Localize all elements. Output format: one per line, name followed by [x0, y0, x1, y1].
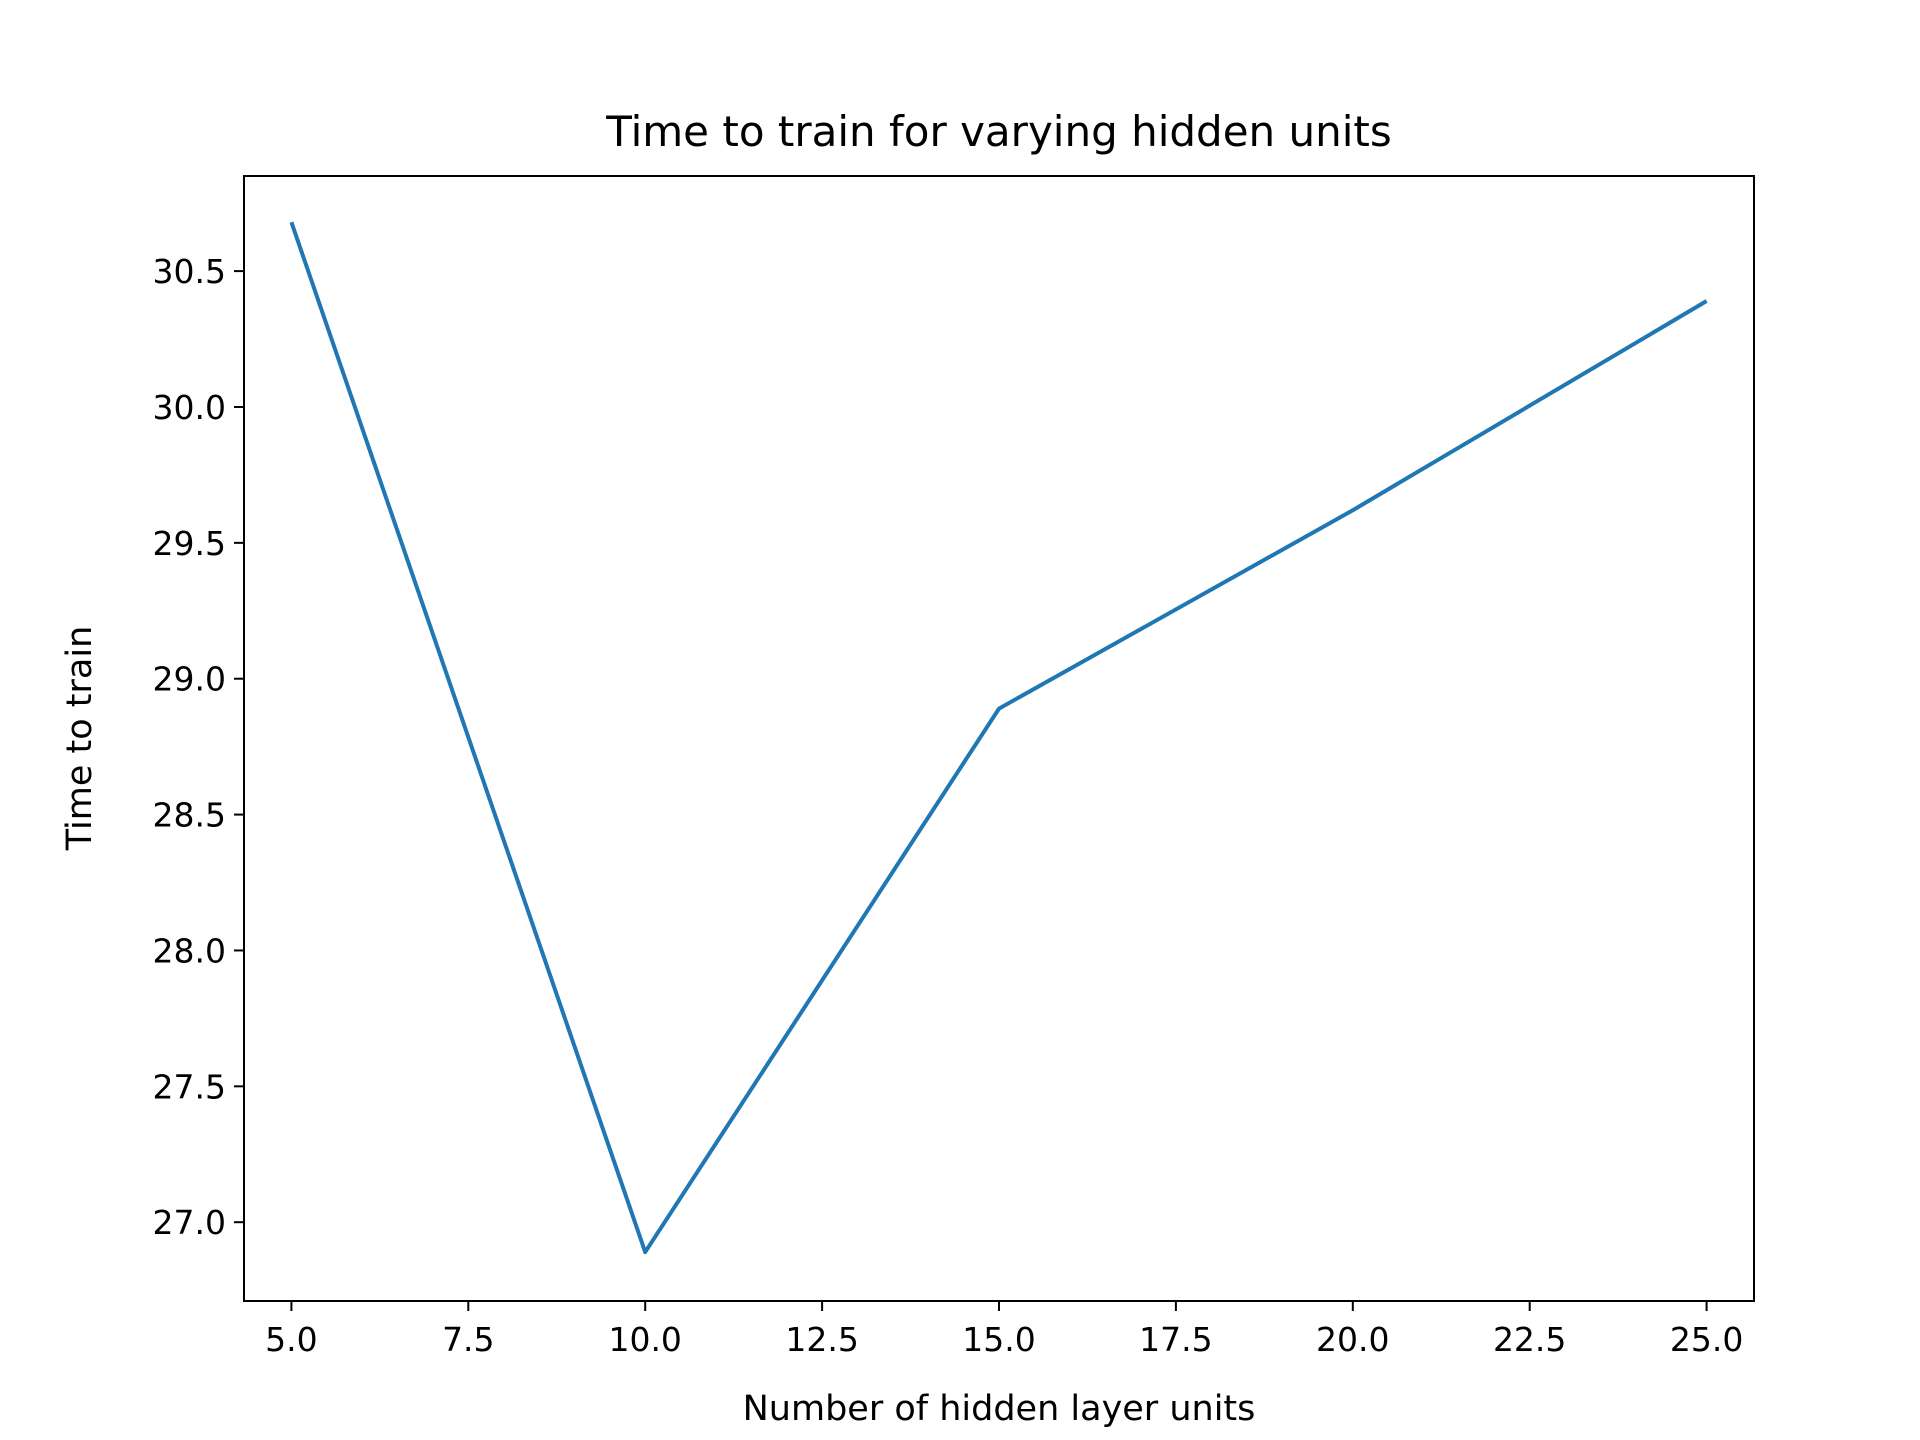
y-tick-label: 28.0: [153, 931, 226, 970]
y-tick-label: 30.0: [153, 388, 226, 427]
chart-title: Time to train for varying hidden units: [605, 107, 1392, 156]
plot-area: [244, 176, 1754, 1301]
x-tick-label: 12.5: [785, 1320, 858, 1359]
y-tick-label: 30.5: [153, 252, 226, 291]
y-tick-label: 29.0: [153, 660, 226, 699]
plot-frame: [243, 175, 1755, 1302]
y-axis-label: Time to train: [60, 626, 100, 852]
series-line: [289, 221, 1708, 1255]
x-tick-label: 22.5: [1493, 1320, 1566, 1359]
y-tick-label: 28.5: [153, 796, 226, 835]
x-tick-label: 20.0: [1316, 1320, 1389, 1359]
y-tick-label: 27.5: [153, 1067, 226, 1106]
series-layer: [289, 221, 1708, 1255]
x-tick-label: 17.5: [1139, 1320, 1212, 1359]
y-axis-ticks: 27.0 27.5 28.0 28.5 29.0 29.5 30.0 30.5: [153, 252, 244, 1242]
x-axis-ticks: 5.0 7.5 10.0 12.5 15.0 17.5 20.0 22.5 25.0: [265, 1301, 1743, 1359]
x-tick-label: 10.0: [608, 1320, 681, 1359]
x-tick-label: 15.0: [962, 1320, 1035, 1359]
x-axis-label: Number of hidden layer units: [743, 1389, 1256, 1429]
x-tick-label: 25.0: [1670, 1320, 1743, 1359]
y-tick-label: 29.5: [153, 524, 226, 563]
y-tick-label: 27.0: [153, 1203, 226, 1242]
x-tick-label: 7.5: [442, 1320, 494, 1359]
x-tick-label: 5.0: [265, 1320, 317, 1359]
